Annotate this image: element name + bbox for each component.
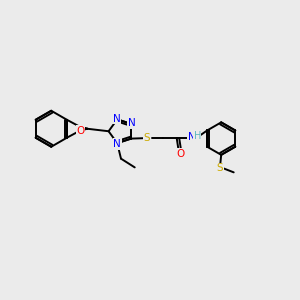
Text: N: N [113, 139, 121, 149]
Text: N: N [112, 114, 120, 124]
Text: O: O [177, 148, 185, 159]
Text: S: S [143, 133, 150, 143]
Text: S: S [217, 163, 223, 173]
Text: N: N [128, 118, 136, 128]
Text: O: O [76, 126, 85, 136]
Text: H: H [194, 131, 201, 141]
Text: N: N [188, 132, 196, 142]
